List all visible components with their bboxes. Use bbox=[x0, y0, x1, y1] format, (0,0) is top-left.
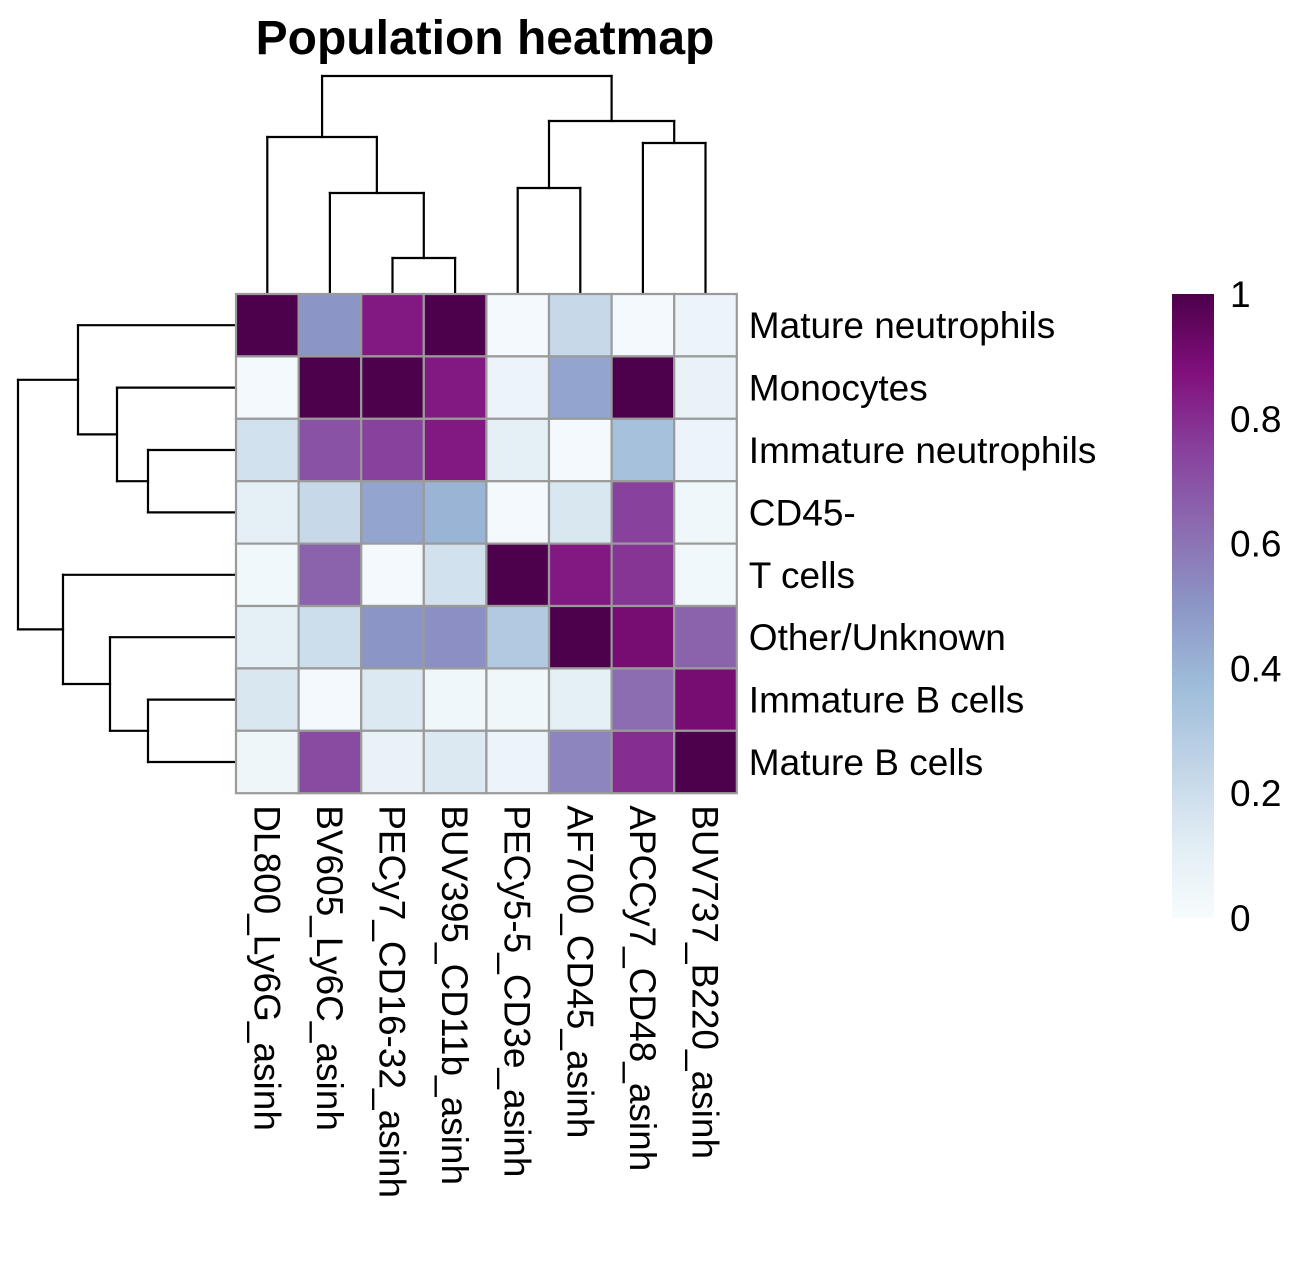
column-label: AF700_CD45_asinh bbox=[559, 805, 600, 1138]
column-label: PECy5-5_CD3e_asinh bbox=[497, 805, 538, 1177]
heatmap-cell bbox=[360, 480, 425, 545]
heatmap-cell bbox=[610, 417, 676, 483]
heatmap-cell bbox=[234, 355, 300, 420]
row-label: Immature B cells bbox=[749, 680, 1025, 721]
heatmap-cell bbox=[234, 604, 300, 670]
heatmap-cell bbox=[297, 604, 363, 670]
heatmap-cell bbox=[673, 667, 738, 732]
heatmap-cell bbox=[485, 355, 551, 420]
heatmap-cell bbox=[234, 480, 300, 545]
legend-tick-label: 0.2 bbox=[1230, 773, 1281, 814]
heatmap-cell bbox=[610, 355, 676, 420]
heatmap-cell bbox=[234, 667, 300, 732]
heatmap-cell bbox=[234, 729, 300, 795]
heatmap-cell bbox=[547, 729, 613, 795]
row-label: CD45- bbox=[749, 492, 856, 533]
heatmap-cell bbox=[360, 417, 425, 483]
row-label: T cells bbox=[749, 555, 855, 596]
row-dendrogram bbox=[16, 324, 238, 764]
heatmap-cell bbox=[610, 480, 676, 545]
heatmap-cell bbox=[673, 417, 738, 483]
column-label: BUV395_CD11b_asinh bbox=[434, 805, 475, 1185]
column-label: BUV737_B220_asinh bbox=[685, 805, 726, 1159]
heatmap-cell bbox=[610, 292, 676, 358]
heatmap-cell bbox=[547, 480, 613, 545]
heatmap-cell bbox=[547, 667, 613, 732]
column-label: PECy7_CD16-32_asinh bbox=[372, 805, 413, 1198]
heatmap-cell bbox=[673, 604, 738, 670]
heatmap-cell bbox=[422, 292, 488, 358]
heatmap-cell bbox=[297, 480, 363, 545]
row-label: Other/Unknown bbox=[749, 617, 1006, 658]
heatmap-cell bbox=[422, 480, 488, 545]
row-label: Mature B cells bbox=[749, 742, 983, 783]
heatmap-cell bbox=[234, 417, 300, 483]
heatmap-cell bbox=[610, 604, 676, 670]
column-labels: DL800_Ly6G_asinh BV605_Ly6C_asinh PECy7_CD… bbox=[246, 805, 725, 1198]
heatmap-cell bbox=[673, 542, 738, 608]
chart-title: Population heatmap bbox=[256, 12, 715, 65]
heatmap-cells bbox=[234, 292, 738, 795]
legend-tick-label: 0.6 bbox=[1230, 524, 1281, 565]
heatmap-cell bbox=[673, 355, 738, 420]
heatmap-cell bbox=[422, 417, 488, 483]
heatmap-cell bbox=[547, 292, 613, 358]
heatmap-cell bbox=[297, 667, 363, 732]
heatmap-cell bbox=[360, 355, 425, 420]
heatmap-cell bbox=[297, 542, 363, 608]
heatmap-cell bbox=[485, 729, 551, 795]
row-label: Immature neutrophils bbox=[749, 430, 1097, 471]
heatmap-cell bbox=[547, 417, 613, 483]
heatmap-cell bbox=[234, 542, 300, 608]
heatmap-cell bbox=[610, 542, 676, 608]
heatmap-cell bbox=[422, 729, 488, 795]
legend-tick-label: 0.8 bbox=[1230, 399, 1281, 440]
color-legend: 1 0.8 0.6 0.4 0.2 0 bbox=[1172, 274, 1281, 939]
heatmap-cell bbox=[547, 604, 613, 670]
column-label: APCCy7_CD48_asinh bbox=[622, 805, 663, 1171]
heatmap-cell bbox=[610, 667, 676, 732]
heatmap-cell bbox=[485, 667, 551, 732]
heatmap-cell bbox=[422, 355, 488, 420]
heatmap-cell bbox=[610, 729, 676, 795]
row-label: Monocytes bbox=[749, 368, 928, 409]
heatmap-cell bbox=[422, 604, 488, 670]
heatmap-cell bbox=[485, 542, 551, 608]
heatmap-cell bbox=[485, 480, 551, 545]
heatmap-cell bbox=[360, 542, 425, 608]
legend-tick-label: 0 bbox=[1230, 898, 1251, 939]
legend-colorbar bbox=[1172, 294, 1214, 918]
heatmap-cell bbox=[485, 604, 551, 670]
heatmap-cell bbox=[673, 480, 738, 545]
heatmap-cell bbox=[360, 729, 425, 795]
column-label: BV605_Ly6C_asinh bbox=[309, 805, 350, 1131]
heatmap-cell bbox=[422, 667, 488, 732]
heatmap-cell bbox=[422, 542, 488, 608]
row-labels: Mature neutrophils Monocytes Immature neut… bbox=[749, 305, 1097, 783]
column-label: DL800_Ly6G_asinh bbox=[246, 805, 287, 1131]
heatmap-cell bbox=[360, 292, 425, 358]
heatmap-cell bbox=[297, 417, 363, 483]
heatmap-cell bbox=[360, 667, 425, 732]
heatmap-cell bbox=[547, 355, 613, 420]
heatmap-cell bbox=[234, 292, 300, 358]
heatmap-cell bbox=[485, 292, 551, 358]
heatmap-cell bbox=[673, 729, 738, 795]
heatmap-cell bbox=[360, 604, 425, 670]
legend-tick-label: 0.4 bbox=[1230, 648, 1281, 689]
heatmap-cell bbox=[297, 292, 363, 358]
heatmap-cell bbox=[673, 292, 738, 358]
heatmap-cell bbox=[297, 355, 363, 420]
legend-tick-label: 1 bbox=[1230, 274, 1251, 315]
column-dendrogram bbox=[266, 74, 707, 296]
heatmap-cell bbox=[547, 542, 613, 608]
heatmap-cell bbox=[297, 729, 363, 795]
row-label: Mature neutrophils bbox=[749, 305, 1055, 346]
heatmap-cell bbox=[485, 417, 551, 483]
